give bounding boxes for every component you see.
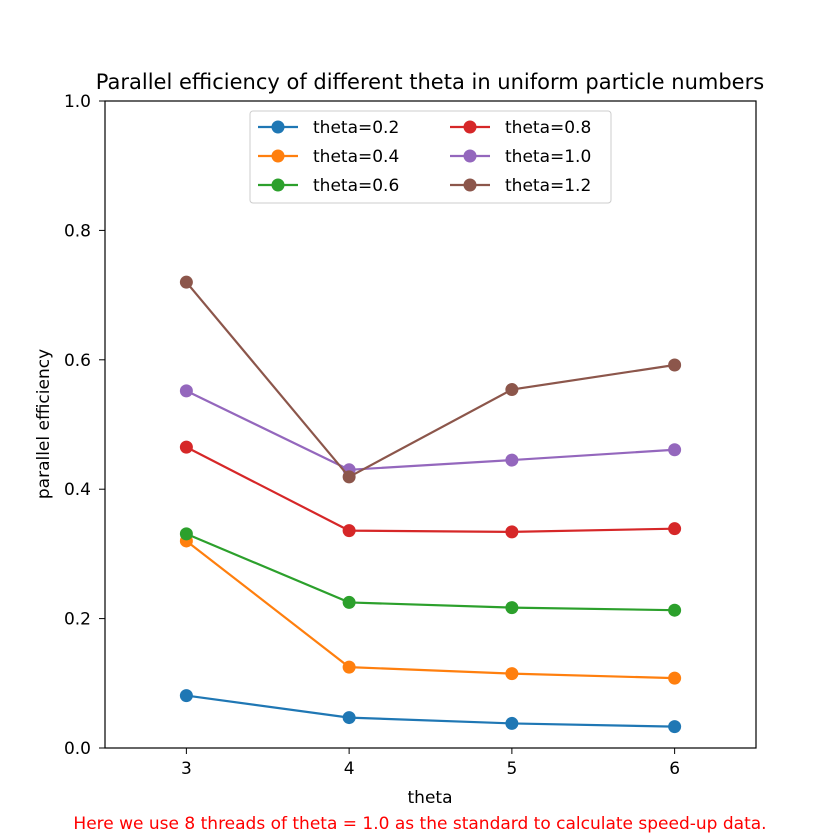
legend-item: theta=0.6 [258, 176, 399, 196]
legend-label: theta=1.2 [505, 176, 591, 196]
x-tick-label: 5 [506, 759, 517, 779]
x-tick-label: 4 [344, 759, 355, 779]
data-point [342, 524, 356, 538]
series-theta=0.8 [179, 440, 682, 539]
legend-item: theta=0.4 [258, 147, 399, 167]
data-point [342, 595, 356, 609]
series-line [185, 281, 675, 479]
data-point [668, 603, 682, 617]
series-line [185, 389, 675, 471]
legend-item: theta=0.8 [450, 118, 591, 138]
legend-item: theta=1.0 [450, 147, 591, 167]
legend-marker [463, 149, 477, 163]
series-theta=0.2 [179, 689, 682, 734]
x-axis-label: theta [408, 788, 453, 808]
plot-area [104, 100, 757, 749]
legend: theta=0.2 theta=0.4 theta=0.6 theta=0.8 thet… [249, 110, 612, 204]
y-axis: 0.0 0.2 0.4 0.6 0.8 1.0 [64, 92, 105, 759]
series-layer [179, 275, 682, 734]
data-point [179, 689, 193, 703]
series-line [185, 446, 675, 534]
data-point [179, 527, 193, 541]
footnote: Here we use 8 threads of theta = 1.0 as … [73, 814, 766, 834]
data-point [668, 522, 682, 536]
y-tick-label: 0.2 [64, 610, 91, 630]
legend-label: theta=0.8 [505, 118, 591, 138]
legend-item: theta=0.2 [258, 118, 399, 138]
data-point [668, 720, 682, 734]
legend-label: theta=1.0 [505, 147, 591, 167]
legend-marker [271, 149, 285, 163]
data-point [342, 711, 356, 725]
legend-label: theta=0.4 [313, 147, 399, 167]
series-line [185, 540, 675, 680]
legend-marker [463, 120, 477, 134]
data-point [505, 716, 519, 730]
legend-marker [271, 178, 285, 192]
data-point [505, 601, 519, 615]
data-point [505, 453, 519, 467]
data-point [342, 660, 356, 674]
series-line [186, 694, 675, 728]
y-tick-label: 0.6 [64, 351, 91, 371]
data-point [179, 384, 193, 398]
data-point [668, 443, 682, 457]
legend-item: theta=1.2 [450, 176, 591, 196]
data-point [179, 440, 193, 454]
y-tick-label: 0.4 [64, 480, 91, 500]
data-point [668, 358, 682, 372]
data-point [668, 671, 682, 685]
y-tick-label: 1.0 [64, 92, 91, 112]
plot-frame [104, 100, 757, 749]
legend-marker [271, 120, 285, 134]
y-axis-label: parallel efficiency [34, 349, 54, 499]
data-point [179, 275, 193, 289]
legend-marker [463, 178, 477, 192]
data-point [505, 525, 519, 539]
chart-title: Parallel efficiency of different theta i… [96, 70, 764, 94]
data-point [505, 383, 519, 397]
data-point [342, 470, 356, 484]
legend-label: theta=0.2 [313, 118, 399, 138]
legend-box [249, 110, 612, 204]
y-tick-label: 0.8 [64, 221, 91, 241]
series-line [185, 532, 675, 612]
series-theta=1.0 [179, 384, 682, 477]
data-point [505, 667, 519, 681]
x-tick-label: 3 [181, 759, 192, 779]
series-theta=1.2 [179, 275, 682, 484]
y-tick-label: 0.0 [64, 739, 91, 759]
legend-label: theta=0.6 [313, 176, 399, 196]
x-axis: 3 4 5 6 [181, 748, 680, 779]
series-theta=0.6 [179, 527, 682, 617]
x-tick-label: 6 [669, 759, 680, 779]
